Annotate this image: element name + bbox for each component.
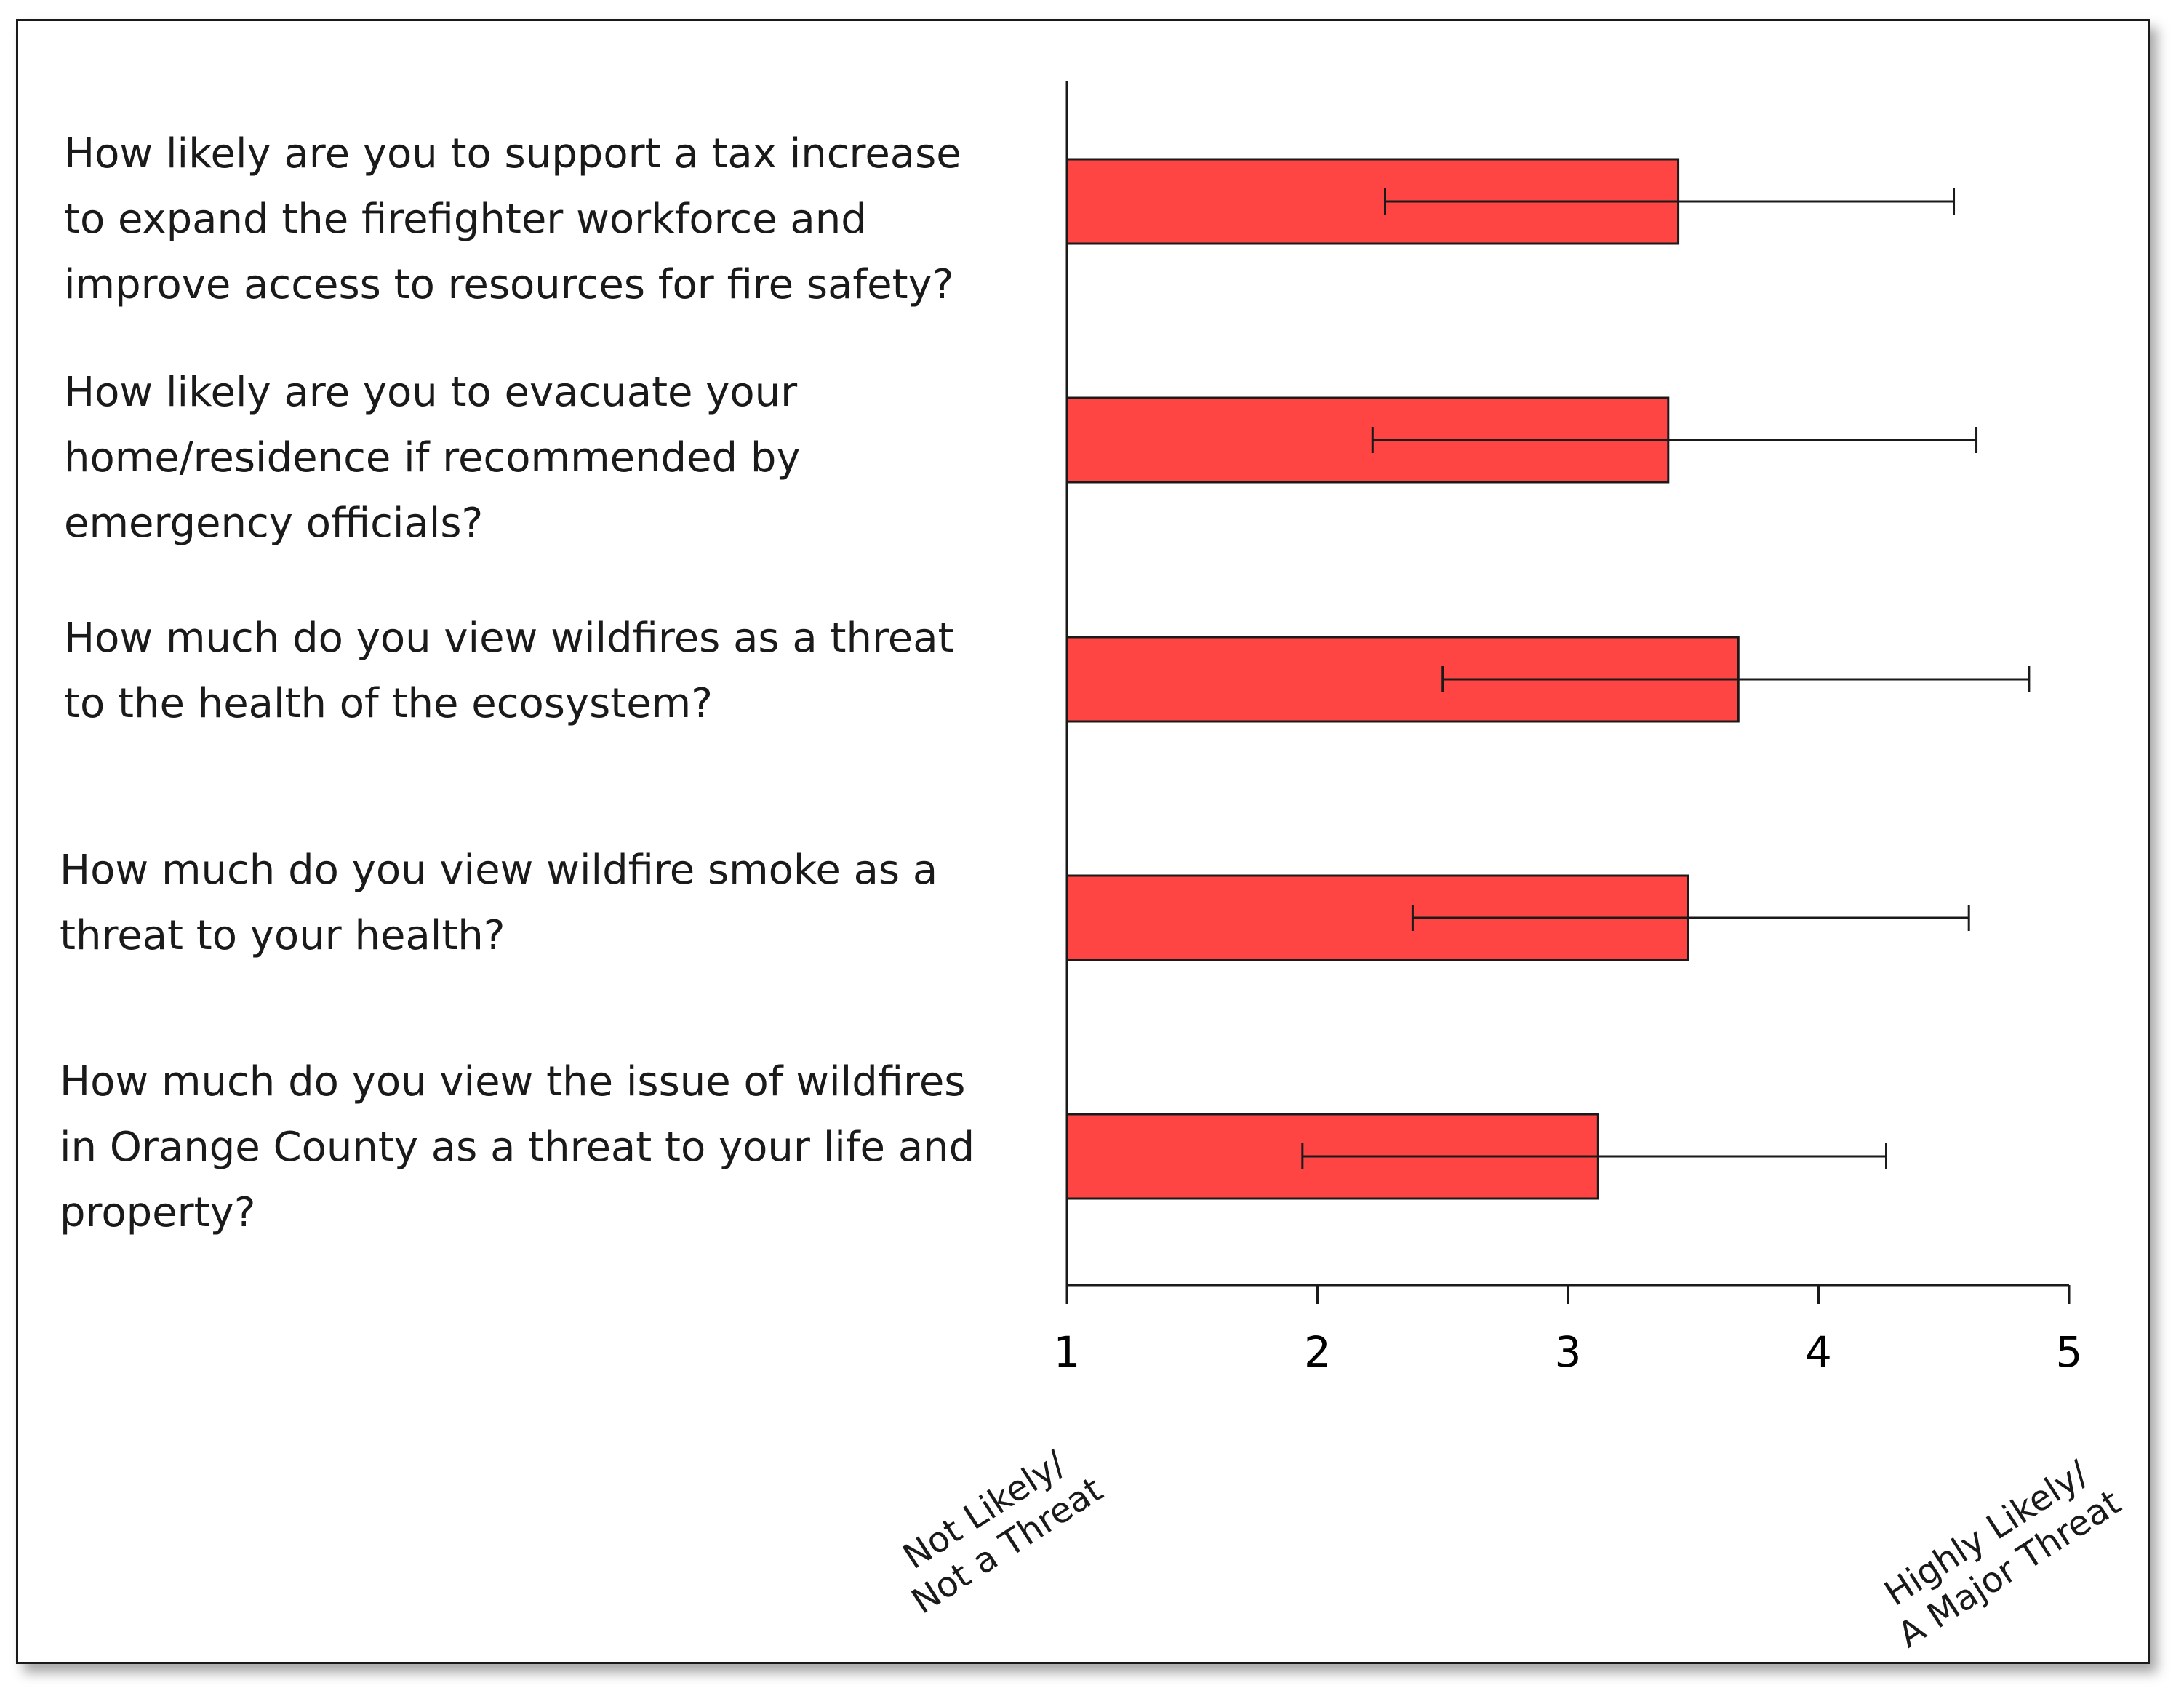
category-label-line: to expand the firefighter workforce and	[64, 196, 867, 243]
category-label-line: home/residence if recommended by	[64, 434, 801, 481]
category-label-line: emergency officials?	[64, 500, 483, 547]
error-bars	[1301, 188, 2031, 1169]
chart-frame	[16, 19, 2150, 1664]
x-tick-label: 5	[2056, 1327, 2083, 1377]
x-axis: 1 2 3 4 5 Not Likely/Not a Threat Highly Likel…	[881, 81, 2128, 1656]
category-label-line: How much do you view wildfire smoke as a	[60, 847, 937, 894]
x-label-high: Highly Likely/A Major Threat	[1868, 1447, 2128, 1656]
category-label-line: property?	[60, 1189, 255, 1236]
category-label-line: to the health of the ecosystem?	[64, 680, 713, 727]
category-label-line: improve access to resources for fire saf…	[64, 261, 953, 308]
category-label: How likely are you to support a tax incr…	[64, 130, 961, 308]
x-tick-label: 2	[1304, 1327, 1331, 1377]
category-label-line: in Orange County as a threat to your lif…	[60, 1124, 975, 1171]
category-label-line: How likely are you to evacuate your	[64, 369, 798, 416]
x-label-low: Not Likely/Not a Threat	[881, 1433, 1110, 1622]
x-tick-label: 3	[1555, 1327, 1582, 1377]
category-label-line: How likely are you to support a tax incr…	[64, 130, 961, 177]
category-label-line: How much do you view wildfires as a thre…	[64, 615, 954, 662]
x-tick-label: 4	[1805, 1327, 1832, 1377]
x-tick-label: 1	[1054, 1327, 1081, 1377]
category-label: How much do you view the issue of wildfi…	[60, 1058, 975, 1236]
category-label: How much do you view wildfires as a thre…	[64, 615, 954, 727]
category-label: How much do you view wildfire smoke as a…	[60, 847, 937, 959]
category-label-line: threat to your health?	[60, 912, 505, 959]
category-label-line: How much do you view the issue of wildfi…	[60, 1058, 965, 1105]
category-label: How likely are you to evacuate your home/…	[64, 369, 801, 547]
category-labels: How likely are you to support a tax incr…	[60, 130, 975, 1236]
